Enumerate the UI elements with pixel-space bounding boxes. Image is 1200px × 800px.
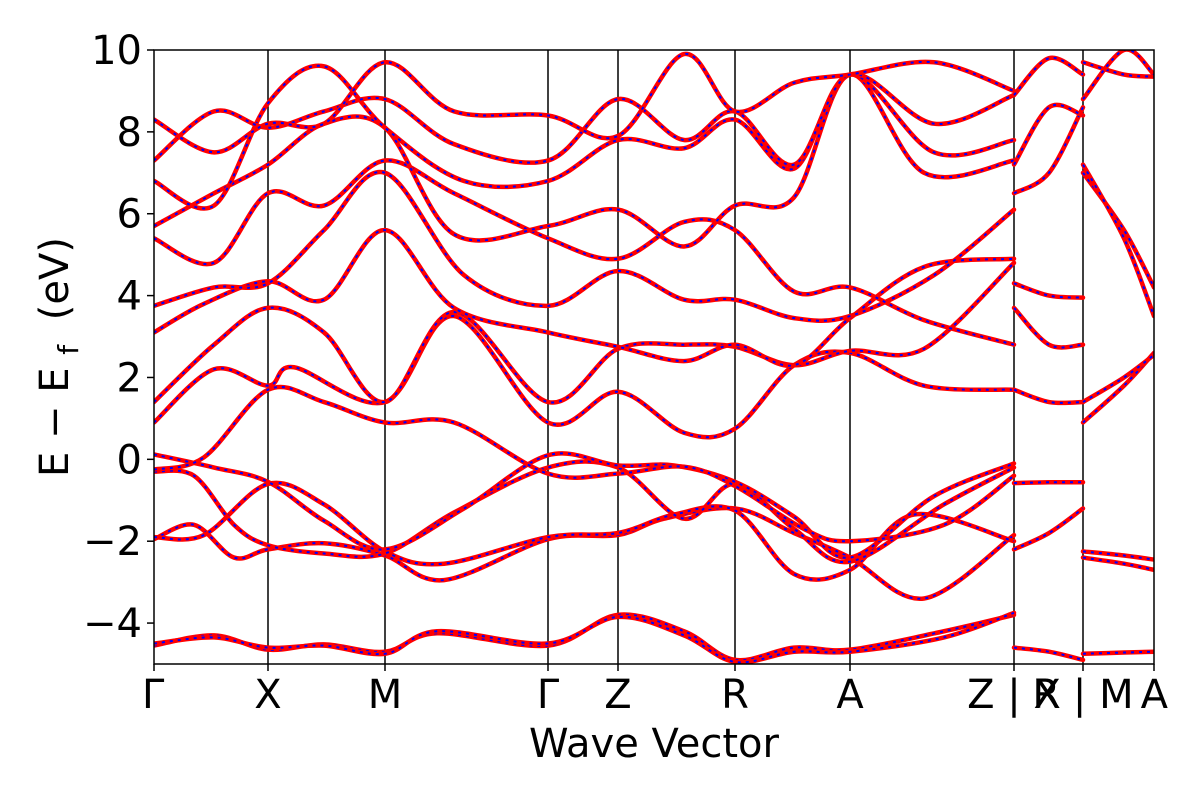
y-tick-label: 4 — [117, 274, 142, 320]
y-tick-label: 0 — [117, 437, 142, 483]
segment-boundaries — [267, 50, 1084, 664]
y-tick-label: 10 — [91, 28, 142, 74]
band-line-blue-dashed — [1013, 56, 1084, 96]
band-line-blue-dashed — [1082, 172, 1154, 288]
band-line-blue-dashed — [154, 611, 1015, 664]
band-line-blue-dashed — [154, 64, 1015, 210]
band-line-red — [154, 451, 1017, 560]
band-line-red — [1011, 102, 1086, 167]
band-line-blue-dashed — [154, 385, 1015, 543]
y-tick-label: 8 — [117, 110, 142, 156]
band-line-blue-dashed — [1013, 106, 1084, 195]
band-line-blue-dashed — [154, 262, 1015, 404]
band-line-blue-dashed — [154, 53, 1015, 154]
y-tick-label: 2 — [117, 355, 142, 401]
band-line-blue-dashed — [1082, 556, 1154, 571]
band-line-red — [1080, 162, 1154, 319]
band-line-red — [1011, 645, 1086, 663]
x-tick-label: Z — [604, 672, 631, 718]
y-tick-label: −2 — [83, 519, 142, 565]
plot-frame — [153, 49, 1155, 665]
band-line-blue-dashed — [154, 507, 1015, 600]
x-tick-label: M — [368, 672, 403, 718]
band-line-blue-dashed — [154, 481, 1015, 581]
y-axis-title-unit: (eV) — [32, 237, 78, 320]
band-line-blue-dashed — [1013, 388, 1084, 404]
x-tick-label: R | M — [1032, 672, 1133, 718]
y-axis-title: E − E f (eV) — [32, 237, 88, 477]
x-tick-label: A — [836, 672, 864, 718]
band-line-blue-dashed — [154, 460, 1015, 564]
band-line-blue-dashed — [154, 73, 1015, 248]
x-tick-label: R — [721, 672, 749, 718]
x-tick-label: X — [254, 672, 281, 718]
x-tick-label: Γ — [142, 672, 165, 718]
band-line-blue-dashed — [154, 171, 1015, 322]
band-line-blue-dashed — [1082, 650, 1154, 655]
band-line-red — [1011, 479, 1086, 486]
y-axis-title-main: E − E — [32, 367, 78, 477]
band-line-blue-dashed — [1082, 550, 1154, 561]
y-axis-title-subscript: f — [52, 344, 85, 355]
x-tick-label: Z | X — [967, 672, 1061, 718]
band-line-blue-dashed — [1082, 61, 1154, 78]
x-tick-label: Γ — [537, 672, 560, 718]
band-line-blue-dashed — [1013, 481, 1084, 485]
bands-layer — [154, 50, 1154, 664]
y-tick-label: −4 — [83, 601, 142, 647]
band-line-blue-dashed — [1013, 282, 1084, 299]
x-tick-label: A — [1141, 672, 1169, 718]
band-line-red — [1080, 352, 1154, 405]
y-tick-label: 6 — [117, 192, 142, 238]
band-line-blue-dashed — [1013, 507, 1084, 551]
x-axis-title: Wave Vector — [529, 721, 780, 767]
band-line-red — [1011, 305, 1086, 350]
y-axis-ticks: −4 −2 0 2 4 6 8 10 — [83, 28, 154, 647]
band-line-blue-dashed — [154, 159, 1015, 346]
